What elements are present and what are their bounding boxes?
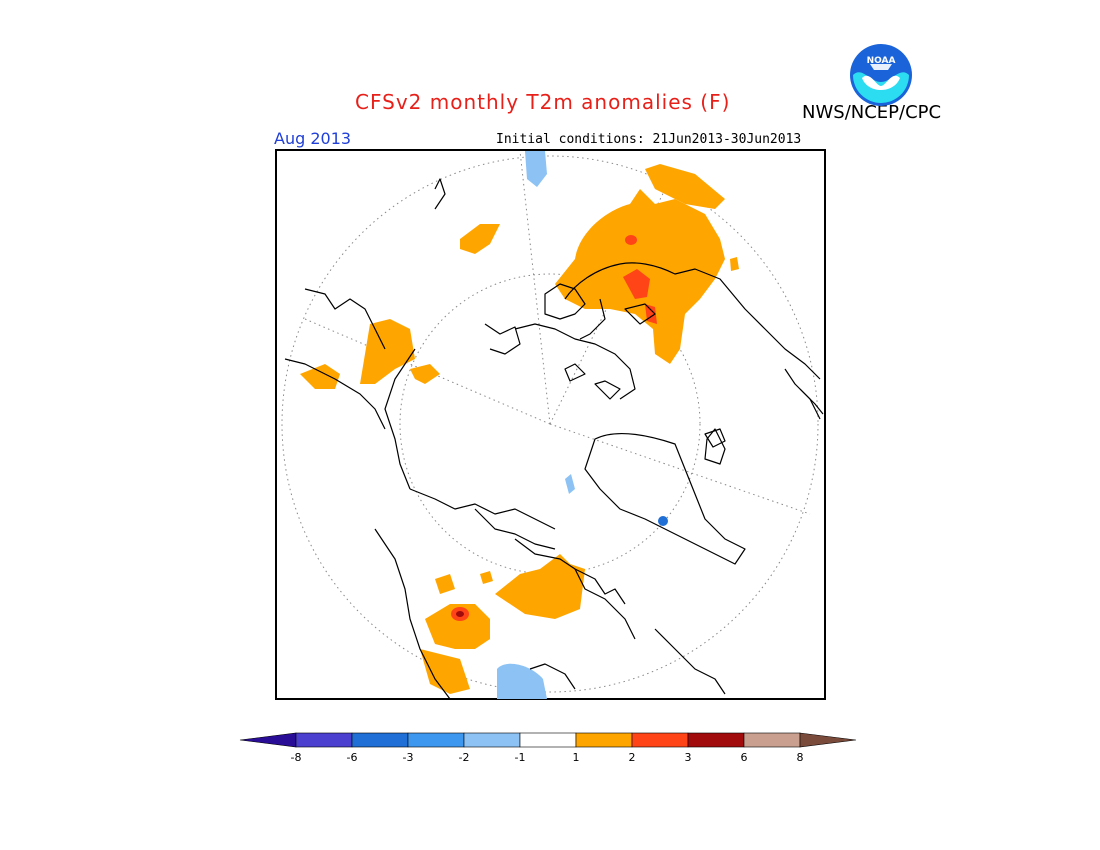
colorbar-label: -2 (459, 751, 470, 764)
coastlines (284, 178, 824, 700)
meridian (549, 423, 811, 515)
white-sea-coast (579, 298, 606, 340)
logo-text: NOAA (867, 56, 896, 66)
anomaly-cool-regions (497, 151, 575, 699)
ireland-coast (799, 388, 824, 415)
anomaly-cold-regions (658, 516, 668, 526)
labrador-coast (574, 568, 626, 605)
arctic-island (564, 363, 586, 382)
colorbar-swatch (519, 732, 577, 748)
colorbar-arrow-right (799, 732, 857, 748)
arctic-island (594, 380, 621, 400)
colorbar-swatch (295, 732, 353, 748)
colorbar-label: 8 (797, 751, 804, 764)
great-lakes-coast (529, 663, 576, 690)
map-title: CFSv2 monthly T2m anomalies (F) (355, 90, 731, 114)
organization-label: NWS/NCEP/CPC (802, 102, 942, 123)
hot-spot (623, 269, 650, 299)
colorbar-label: 6 (741, 751, 748, 764)
colorbar-swatch (351, 732, 409, 748)
color-scale: -8 -6 -3 -2 -1 1 2 3 6 8 (239, 732, 857, 764)
forecast-month: Aug 2013 (274, 129, 352, 148)
colorbar-swatch (743, 732, 801, 748)
iceland-coast (704, 428, 726, 465)
colorbar-label: 2 (629, 751, 636, 764)
canada-arctic-coast (409, 488, 556, 530)
polar-map (275, 149, 826, 700)
svalbard-coast (704, 428, 726, 448)
atlantic-coast (654, 628, 726, 695)
colorbar-label: -6 (347, 751, 358, 764)
severnaya-coast (484, 323, 521, 355)
colorbar-swatch (407, 732, 465, 748)
latitude-circle-outer (281, 155, 819, 693)
meridian (519, 150, 551, 425)
colorbar-label: 1 (573, 751, 580, 764)
colorbar-label: 3 (685, 751, 692, 764)
caspian-coast (624, 303, 656, 325)
bering-coast (304, 288, 386, 350)
japan-coast (434, 178, 446, 210)
very-hot-spot (456, 611, 464, 617)
eurasia-coast (564, 262, 821, 380)
hudson-bay-coast (514, 538, 636, 640)
siberia-coast (384, 348, 416, 490)
color-labels: -8 -6 -3 -2 -1 1 2 3 6 8 (291, 751, 804, 764)
hot-spot (625, 235, 637, 245)
russia-arctic-coast (514, 323, 636, 400)
colorbar-arrow-left (239, 732, 297, 748)
colorbar-label: -3 (403, 751, 414, 764)
anomaly-very-hot-regions (456, 611, 464, 617)
colorbar-swatch (575, 732, 633, 748)
scandinavia-coast (544, 283, 586, 320)
canadian-archipelago (474, 508, 556, 550)
colorbar-swatch (687, 732, 745, 748)
colorbar-swatch (631, 732, 689, 748)
color-swatches (239, 732, 857, 748)
noaa-logo-icon: NOAA (850, 44, 912, 106)
alaska-coast (284, 358, 386, 430)
initial-conditions: Initial conditions: 21Jun2013-30Jun2013 (496, 132, 802, 147)
cold-spot (658, 516, 668, 526)
colorbar-swatch (463, 732, 521, 748)
north-america-west-coast (374, 528, 451, 700)
colorbar-label: -1 (515, 751, 526, 764)
greenland-coast (584, 432, 746, 565)
colorbar-label: -8 (291, 751, 302, 764)
